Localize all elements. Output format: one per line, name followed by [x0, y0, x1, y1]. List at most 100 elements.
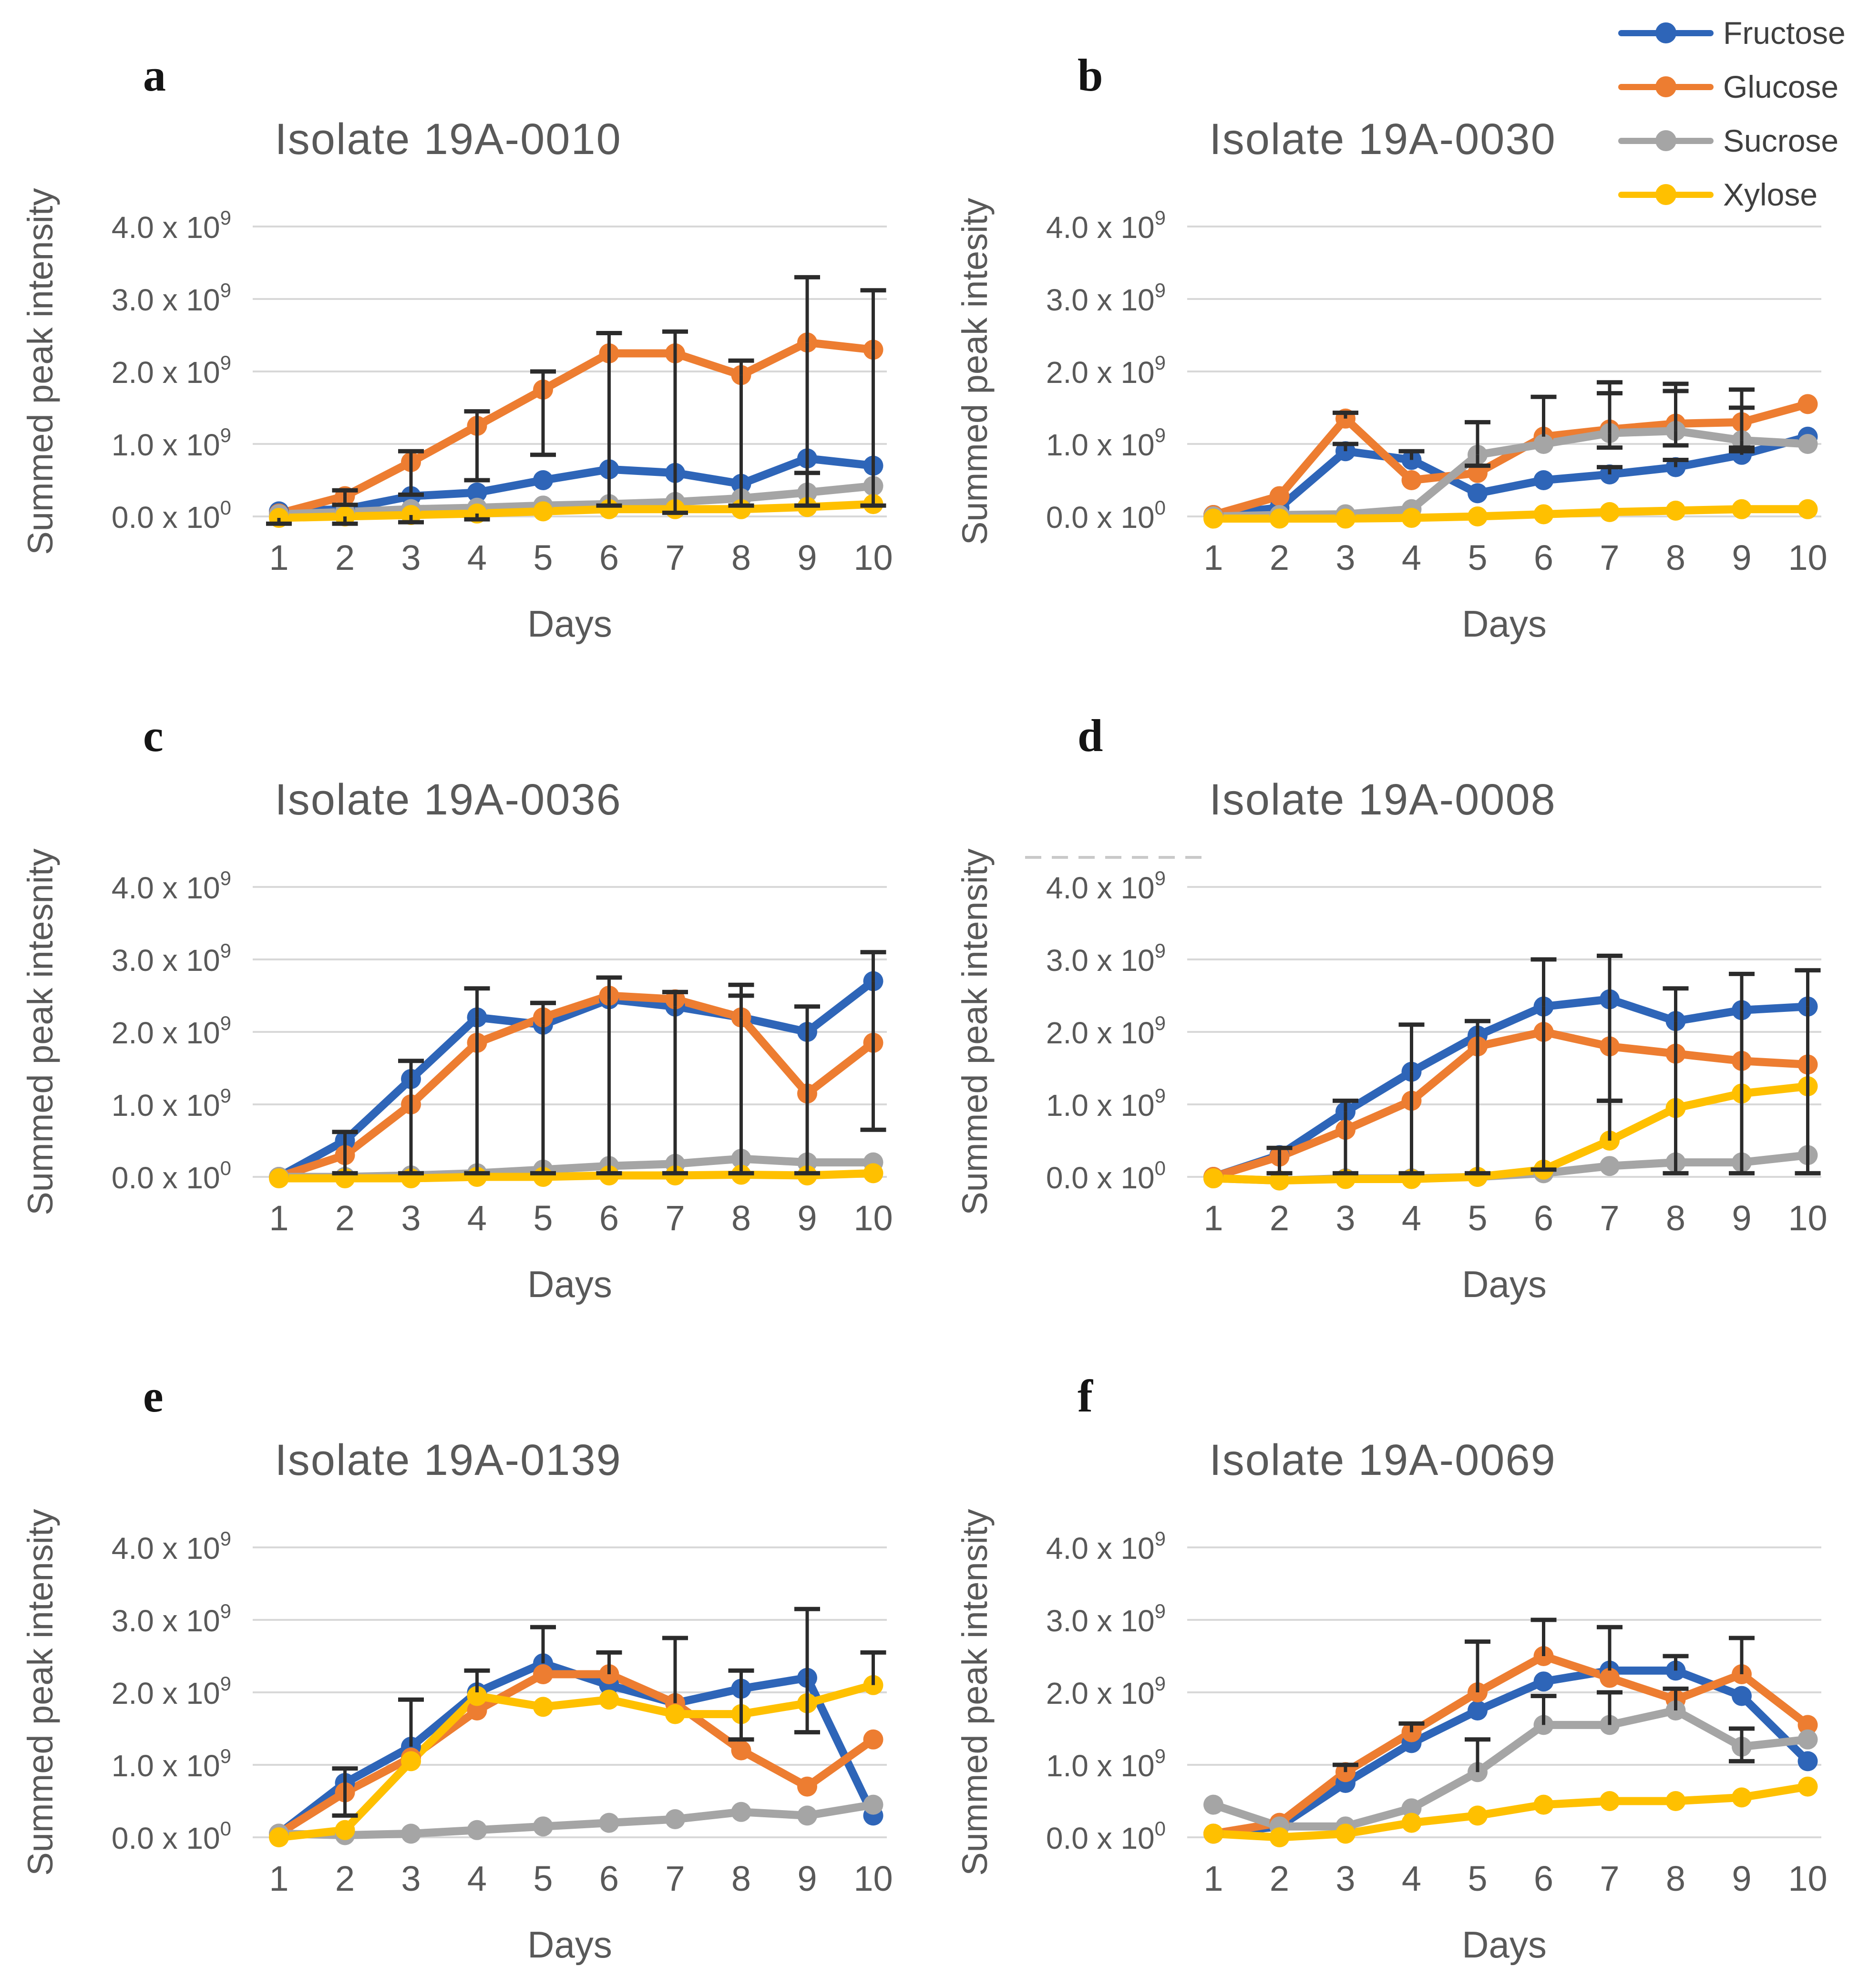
y-tick-label: 1.0 x 109: [112, 1745, 231, 1783]
data-point-xylose: [1665, 1791, 1686, 1811]
sucrose-line-marker-icon: [1618, 130, 1720, 152]
series-line-glucose: [1209, 400, 1812, 519]
x-tick-label: 3: [1335, 1859, 1355, 1898]
legend-label: Sucrose: [1723, 123, 1839, 158]
data-point-xylose: [1203, 1168, 1223, 1189]
data-point-glucose: [1269, 486, 1290, 506]
data-point-xylose: [1203, 508, 1223, 529]
data-point-xylose: [1797, 499, 1818, 519]
series-line-sucrose: [1209, 1706, 1812, 1831]
x-tick-label: 6: [599, 1198, 619, 1238]
x-axis-label: Days: [527, 1263, 612, 1305]
chart-title-e: Isolate 19A-0139: [275, 1436, 622, 1484]
x-tick-label: 2: [1270, 1859, 1289, 1898]
data-point-sucrose: [863, 1794, 883, 1815]
data-point-xylose: [1401, 1813, 1422, 1833]
data-point-xylose: [1269, 508, 1290, 529]
series-line-glucose: [275, 991, 877, 1181]
x-tick-label: 9: [1732, 1859, 1751, 1898]
series-line-xylose: [1209, 505, 1812, 523]
chart-panel-e: e Isolate 19A-0139 4.0 x 109 3.0 x 109 2.0…: [0, 1321, 934, 1981]
data-point-glucose: [797, 1776, 817, 1797]
data-point-xylose: [401, 1751, 421, 1772]
legend-label: Fructose: [1723, 15, 1846, 51]
x-tick-label: 5: [1468, 538, 1487, 577]
y-tick-label: 2.0 x 109: [1046, 351, 1166, 390]
x-tick-label: 7: [1600, 1859, 1619, 1898]
x-tick-label: 8: [731, 1198, 751, 1238]
x-tick-label: 9: [797, 538, 817, 577]
x-tick-label: 3: [401, 538, 421, 577]
chart-title-c: Isolate 19A-0036: [275, 775, 622, 824]
y-tick-label: 2.0 x 109: [1046, 1672, 1166, 1710]
x-tick-label: 7: [665, 538, 685, 577]
data-point-sucrose: [731, 1802, 751, 1822]
data-point-xylose: [1468, 506, 1488, 526]
x-tick-label: 4: [1402, 1859, 1421, 1898]
chart-panel-d: d Isolate 19A-0008 4.0 x 109 3.0 x 109 2.0…: [934, 660, 1869, 1321]
legend-item-xylose: Xylose: [1618, 167, 1857, 221]
data-point-xylose: [1797, 1776, 1818, 1797]
y-tick-label: 4.0 x 109: [112, 206, 231, 245]
data-point-xylose: [1269, 1170, 1290, 1191]
data-point-glucose: [863, 1729, 883, 1750]
data-point-xylose: [1600, 1791, 1620, 1811]
data-point-xylose: [1732, 1787, 1752, 1808]
y-axis-label: Summed peak intesity: [955, 198, 995, 545]
x-tick-label: 2: [335, 1198, 355, 1238]
data-point-xylose: [1665, 500, 1686, 521]
y-tick-label: 1.0 x 109: [1046, 1084, 1166, 1123]
y-axis-label: Summed peak intensity: [955, 1509, 995, 1875]
data-point-fructose: [1468, 483, 1488, 504]
data-point-sucrose: [599, 1813, 619, 1833]
line-chart-c: 4.0 x 109 3.0 x 109 2.0 x 109 1.0 x 109 0.0 …: [21, 848, 893, 1305]
data-point-sucrose: [1203, 1794, 1223, 1815]
x-axis-label: Days: [1462, 1263, 1547, 1305]
y-tick-label: 3.0 x 109: [1046, 939, 1166, 978]
data-point-sucrose: [1533, 434, 1554, 454]
x-tick-label: 8: [1666, 1198, 1685, 1238]
x-tick-label: 10: [1788, 1198, 1827, 1238]
y-tick-label: 4.0 x 109: [1046, 867, 1166, 905]
line-chart-d: 4.0 x 109 3.0 x 109 2.0 x 109 1.0 x 109 0.0 …: [955, 848, 1828, 1305]
x-tick-label: 9: [797, 1859, 817, 1898]
panel-letter-b: b: [1078, 50, 1103, 101]
data-point-glucose: [1797, 1715, 1818, 1735]
x-tick-label: 2: [335, 538, 355, 577]
y-tick-label: 3.0 x 109: [112, 279, 231, 317]
data-point-sucrose: [1797, 1729, 1818, 1750]
panel-letter-e: e: [143, 1370, 164, 1421]
data-point-glucose: [1401, 470, 1422, 490]
series-line-xylose: [275, 500, 877, 522]
chart-title-f: Isolate 19A-0069: [1209, 1436, 1556, 1484]
x-axis-label: Days: [527, 1924, 612, 1966]
line-chart-a: 4.0 x 109 3.0 x 109 2.0 x 109 1.0 x 109 0.0 …: [21, 188, 893, 645]
y-axis-label: Summed peak intesnity: [21, 848, 60, 1215]
data-point-xylose: [665, 1165, 685, 1185]
data-point-xylose: [863, 1163, 883, 1184]
x-tick-label: 7: [665, 1198, 685, 1238]
data-point-xylose: [335, 1820, 355, 1840]
chart-title-d: Isolate 19A-0008: [1209, 775, 1556, 824]
x-tick-label: 8: [731, 538, 751, 577]
x-tick-label: 4: [1402, 1198, 1421, 1238]
y-tick-label: 2.0 x 109: [112, 351, 231, 390]
x-tick-label: 1: [269, 538, 288, 577]
x-tick-label: 5: [1468, 1859, 1487, 1898]
x-tick-label: 5: [1468, 1198, 1487, 1238]
y-tick-label: 0.0 x 100: [112, 1817, 231, 1855]
line-chart-e: 4.0 x 109 3.0 x 109 2.0 x 109 1.0 x 109 0.0 …: [21, 1509, 893, 1966]
data-point-sucrose: [1797, 434, 1818, 454]
data-point-xylose: [1533, 504, 1554, 525]
data-point-glucose: [1797, 394, 1818, 414]
y-tick-label: 3.0 x 109: [112, 1600, 231, 1638]
chart-title-b: Isolate 19A-0030: [1209, 115, 1556, 164]
data-point-xylose: [269, 1168, 289, 1189]
data-point-xylose: [599, 1689, 619, 1710]
x-tick-label: 10: [853, 1859, 893, 1898]
x-tick-label: 1: [1203, 1198, 1223, 1238]
y-tick-label: 4.0 x 109: [112, 1527, 231, 1566]
x-tick-label: 2: [1270, 538, 1289, 577]
y-axis-label: Summed peak intensity: [21, 188, 60, 555]
